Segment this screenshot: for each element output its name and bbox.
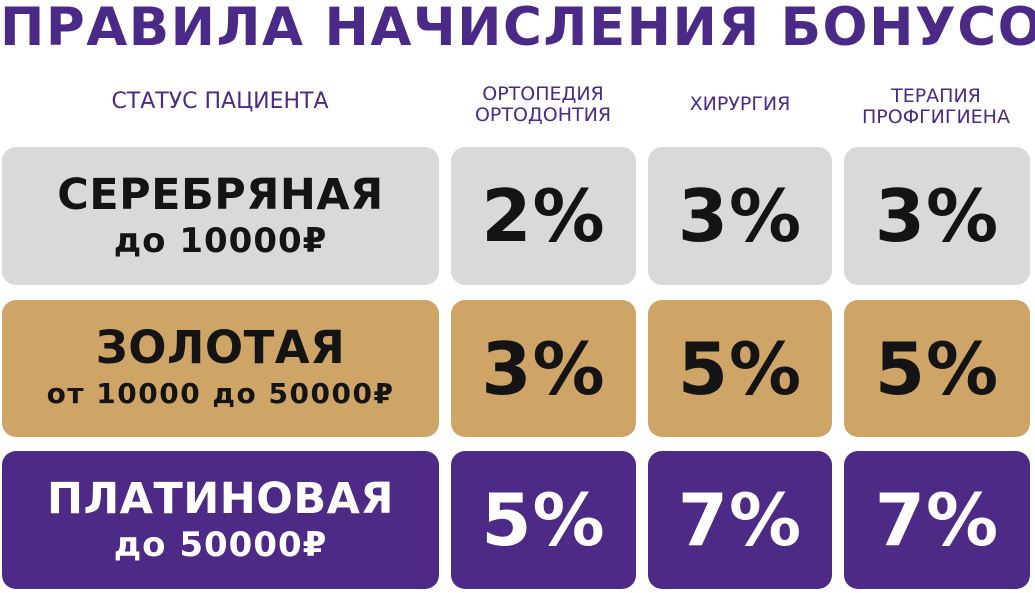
header-patient-status: СТАТУС ПАЦИЕНТА xyxy=(111,89,329,114)
status-cell-silver: СЕРЕБРЯНАЯ до 10000₽ xyxy=(2,147,439,285)
rate-cell-platinum-ortho: 5% xyxy=(451,451,636,589)
status-cell-gold: ЗОЛОТАЯ от 10000 до 50000₽ xyxy=(2,300,439,437)
status-range-gold: от 10000 до 50000₽ xyxy=(46,376,395,410)
status-cell-platinum: ПЛАТИНОВАЯ до 50000₽ xyxy=(2,451,439,589)
rate-value: 3% xyxy=(677,174,803,258)
status-name-silver: СЕРЕБРЯНАЯ xyxy=(57,170,384,220)
status-range-silver: до 10000₽ xyxy=(113,221,328,261)
page-title: ПРАВИЛА НАЧИСЛЕНИЯ БОНУСОВ xyxy=(0,0,1035,58)
rate-value: 7% xyxy=(677,478,803,562)
rate-value: 3% xyxy=(874,174,1000,258)
header-orthopedics-line1: ОРТОПЕДИЯ xyxy=(482,83,604,105)
rate-value: 5% xyxy=(874,326,1000,411)
rate-cell-gold-surgery: 5% xyxy=(648,300,832,437)
header-therapy-line2: ПРОФГИГИЕНА xyxy=(862,106,1010,128)
header-orthopedics: ОРТОПЕДИЯ ОРТОДОНТИЯ xyxy=(450,84,636,126)
status-range-platinum: до 50000₽ xyxy=(113,525,328,565)
rate-value: 2% xyxy=(481,174,606,258)
header-therapy-line1: ТЕРАПИЯ xyxy=(891,85,981,107)
status-name-gold: ЗОЛОТАЯ xyxy=(95,320,346,374)
rate-cell-silver-surgery: 3% xyxy=(648,147,832,285)
rate-cell-gold-therapy: 5% xyxy=(844,300,1030,437)
header-surgery: ХИРУРГИЯ xyxy=(689,93,791,115)
status-name-platinum: ПЛАТИНОВАЯ xyxy=(46,474,394,524)
rate-value: 5% xyxy=(677,326,803,411)
header-therapy: ТЕРАПИЯ ПРОФГИГИЕНА xyxy=(843,86,1029,128)
rate-cell-silver-therapy: 3% xyxy=(844,147,1030,285)
rate-value: 5% xyxy=(481,478,606,562)
rate-cell-platinum-surgery: 7% xyxy=(648,451,832,589)
rate-cell-silver-ortho: 2% xyxy=(451,147,636,285)
rate-cell-gold-ortho: 3% xyxy=(451,300,636,437)
rate-value: 7% xyxy=(874,478,1000,562)
rate-cell-platinum-therapy: 7% xyxy=(844,451,1030,589)
rate-value: 3% xyxy=(481,326,606,411)
header-orthopedics-line2: ОРТОДОНТИЯ xyxy=(474,104,612,126)
